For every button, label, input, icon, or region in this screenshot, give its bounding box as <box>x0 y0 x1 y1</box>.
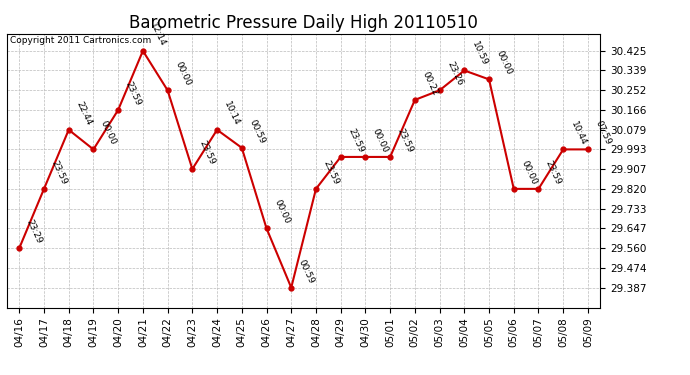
Text: 00:22: 00:22 <box>420 70 440 97</box>
Text: 00:00: 00:00 <box>371 127 390 154</box>
Title: Barometric Pressure Daily High 20110510: Barometric Pressure Daily High 20110510 <box>129 14 478 32</box>
Text: Copyright 2011 Cartronics.com: Copyright 2011 Cartronics.com <box>10 36 151 45</box>
Text: 12:14: 12:14 <box>148 21 168 48</box>
Text: 23:59: 23:59 <box>198 139 217 166</box>
Text: 23:59: 23:59 <box>395 127 415 154</box>
Text: 23:59: 23:59 <box>124 80 143 107</box>
Text: 07:59: 07:59 <box>593 119 613 147</box>
Text: 23:29: 23:29 <box>25 218 43 245</box>
Text: 10:14: 10:14 <box>223 100 241 127</box>
Text: 00:00: 00:00 <box>99 119 118 147</box>
Text: 00:59: 00:59 <box>297 258 316 285</box>
Text: 23:59: 23:59 <box>50 159 68 186</box>
Text: 00:00: 00:00 <box>495 50 513 76</box>
Text: 23:59: 23:59 <box>346 127 365 154</box>
Text: 10:44: 10:44 <box>569 120 588 147</box>
Text: 23:59: 23:59 <box>544 159 563 186</box>
Text: 00:59: 00:59 <box>247 118 266 145</box>
Text: 00:00: 00:00 <box>173 60 193 87</box>
Text: 23:59: 23:59 <box>322 159 341 186</box>
Text: 23:26: 23:26 <box>445 60 464 87</box>
Text: 00:00: 00:00 <box>520 159 538 186</box>
Text: 00:00: 00:00 <box>272 198 291 226</box>
Text: 22:44: 22:44 <box>75 100 93 127</box>
Text: 10:59: 10:59 <box>470 40 489 68</box>
